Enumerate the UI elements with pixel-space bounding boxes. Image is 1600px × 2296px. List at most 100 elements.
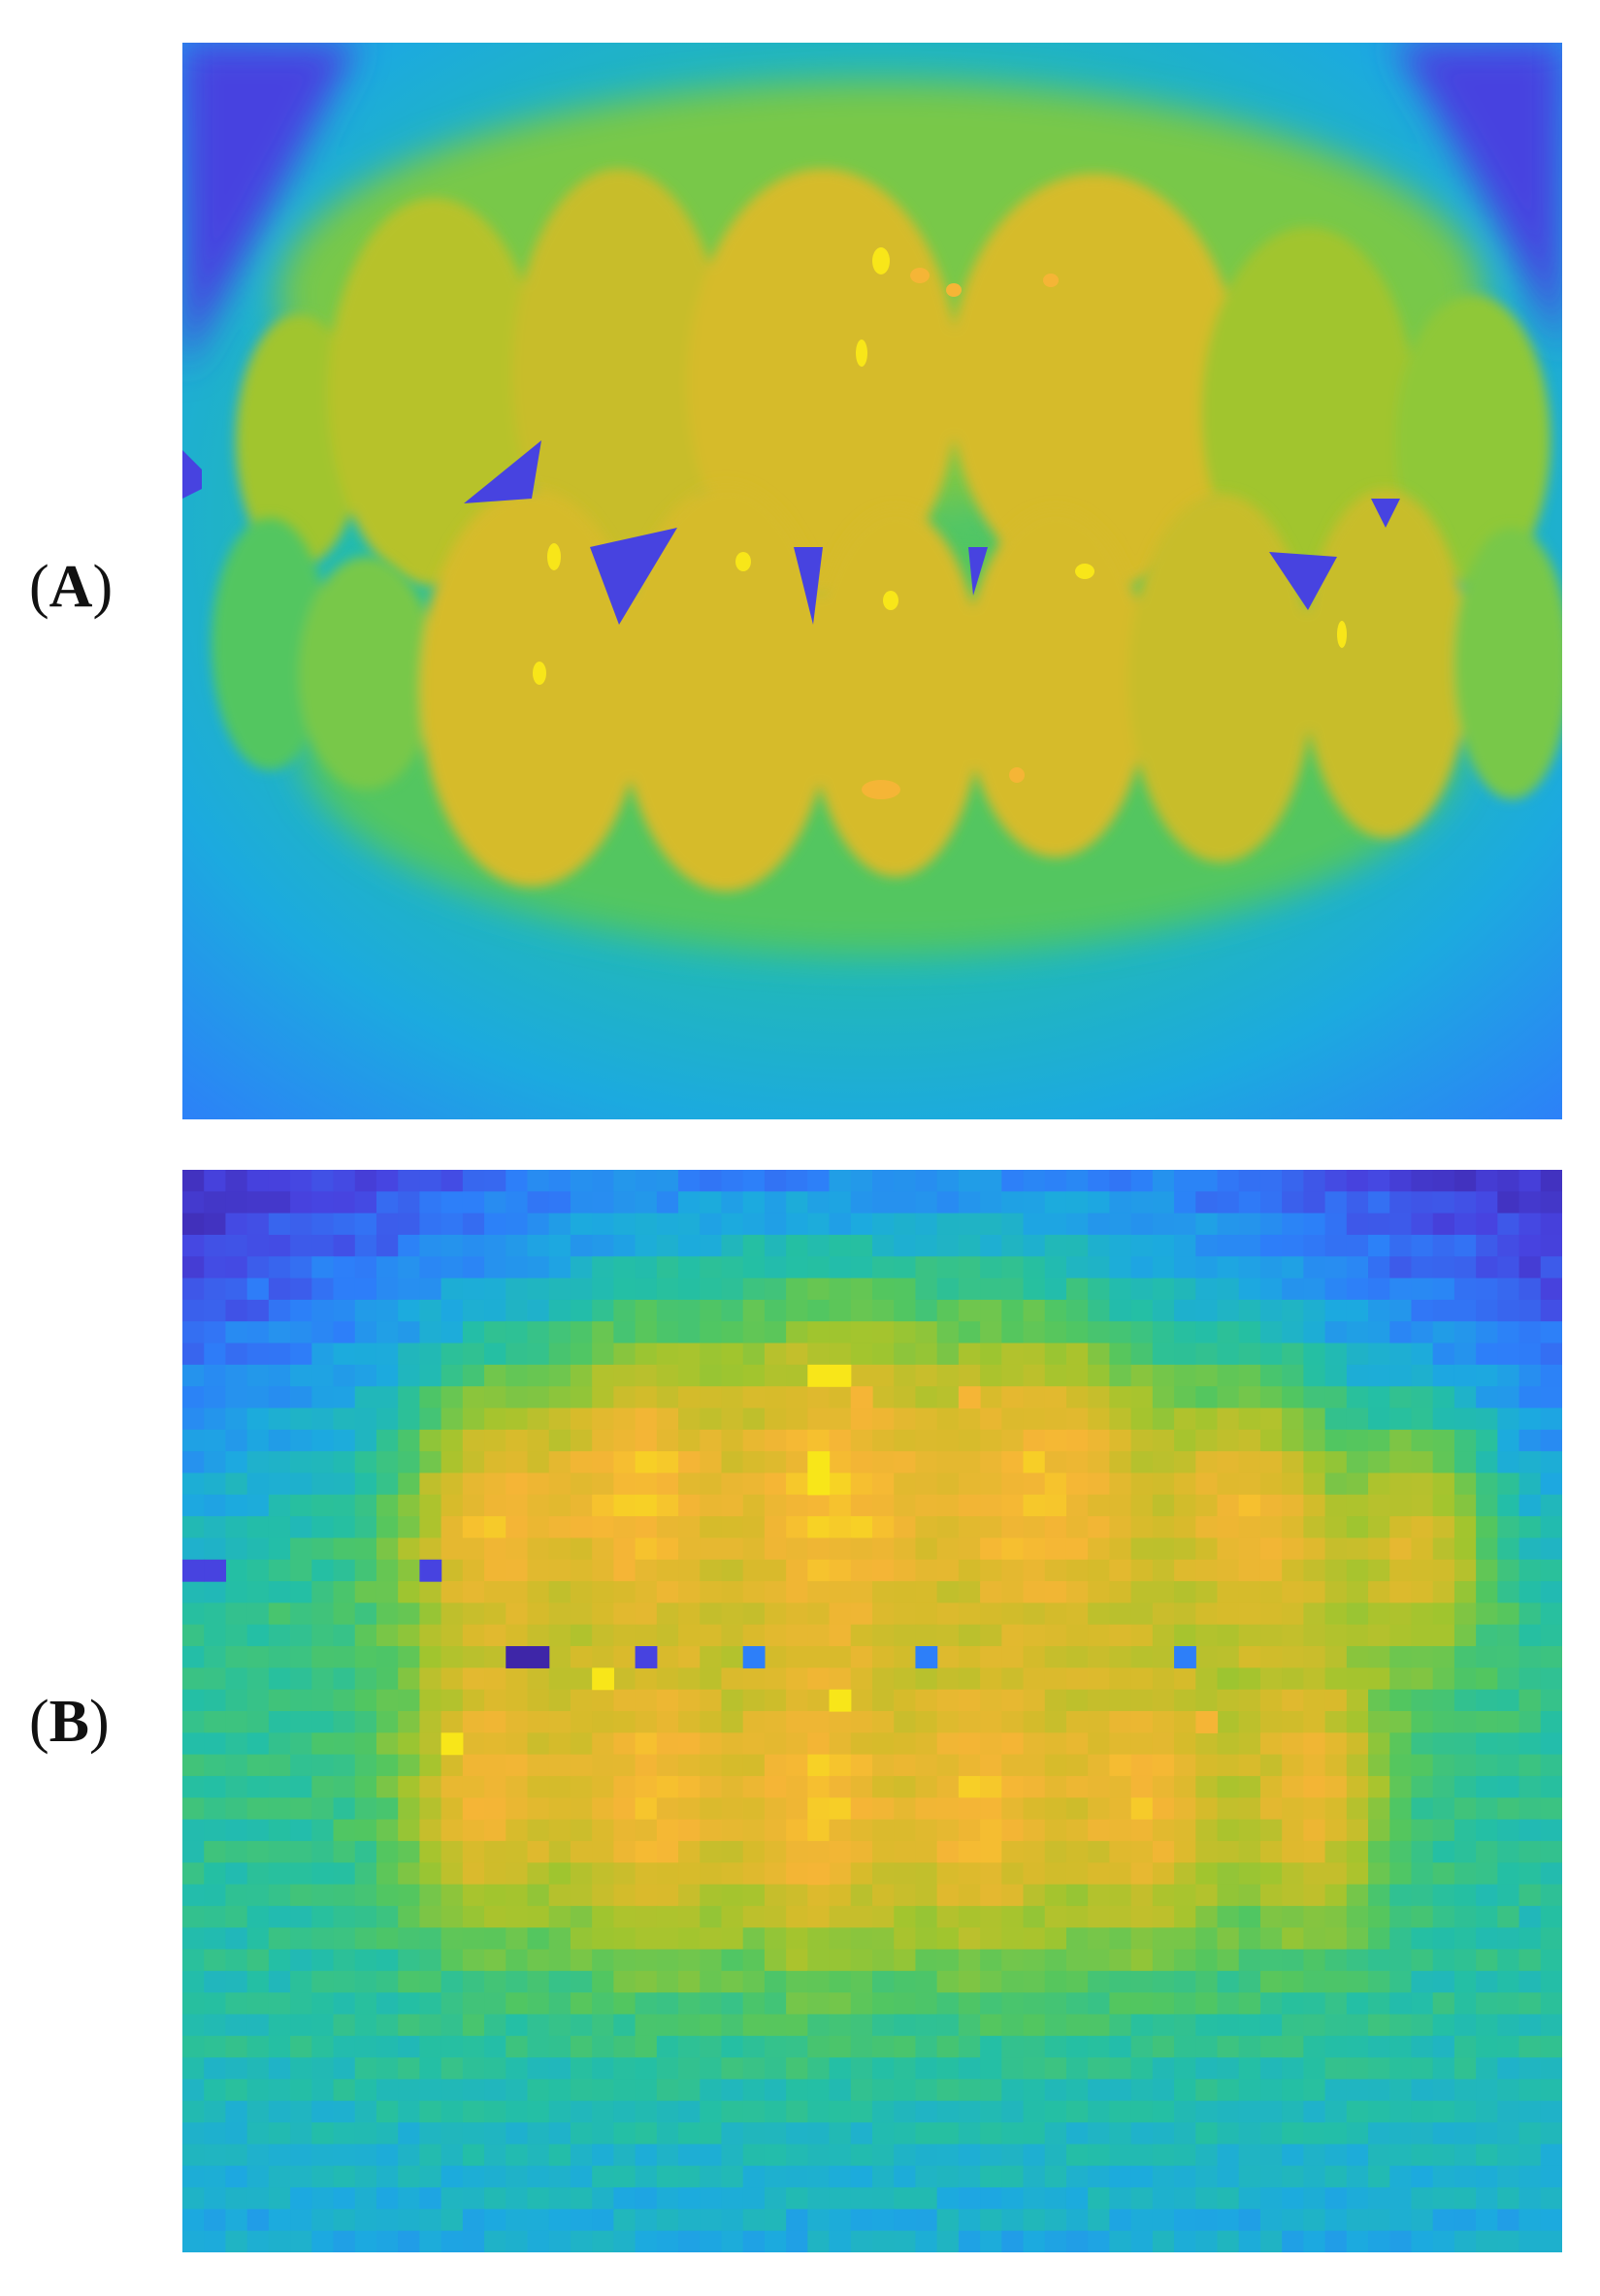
panel-b-pixel — [1303, 2057, 1326, 2081]
panel-b-pixel — [1389, 1342, 1413, 1366]
panel-b-pixel — [613, 1364, 637, 1387]
panel-b-pixel — [1540, 1494, 1562, 1517]
panel-b-pixel — [1023, 1905, 1046, 1928]
panel-b-pixel — [1303, 1970, 1326, 1993]
panel-b-pixel — [1217, 1170, 1240, 1192]
panel-b-pixel — [268, 1472, 291, 1496]
panel-b-pixel — [290, 1646, 312, 1668]
panel-b-pixel — [1476, 1667, 1498, 1691]
panel-b-pixel — [354, 1234, 377, 1257]
panel-b-pixel — [1152, 2100, 1175, 2123]
panel-b-pixel — [1174, 1970, 1196, 1993]
panel-b-pixel — [570, 2144, 593, 2167]
panel-b-pixel — [592, 1775, 614, 1798]
panel-b-pixel — [1432, 1559, 1455, 1582]
panel-b-pixel — [1540, 1819, 1562, 1842]
panel-b-pixel — [548, 1386, 571, 1409]
panel-b-pixel — [742, 1775, 766, 1798]
panel-b-pixel — [850, 1321, 873, 1344]
panel-b-pixel — [398, 2144, 421, 2167]
panel-b-pixel — [311, 1754, 335, 1777]
panel-b-pixel — [678, 1537, 701, 1561]
panel-b-pixel — [1453, 1364, 1477, 1387]
panel-b-pixel — [1476, 1581, 1498, 1603]
panel-b-pixel — [958, 2014, 981, 2037]
panel-b-pixel — [1540, 1537, 1562, 1561]
panel-b-pixel — [1282, 1862, 1304, 1886]
panel-b-pixel — [419, 2187, 442, 2210]
panel-b-pixel — [246, 1775, 270, 1798]
panel-b-pixel — [1518, 1840, 1542, 1863]
panel-b-pixel — [225, 1256, 248, 1279]
panel-b-pixel — [204, 1516, 227, 1539]
panel-b-pixel — [570, 1970, 593, 1993]
panel-b-pixel — [1324, 2209, 1348, 2232]
panel-b-pixel — [204, 2187, 227, 2210]
panel-b-pixel — [894, 2122, 917, 2145]
panel-b-pixel — [290, 1472, 312, 1496]
panel-b-pixel — [204, 1213, 227, 1236]
panel-b-pixel — [1217, 1494, 1240, 1517]
panel-b-pixel — [225, 1213, 248, 1236]
panel-b-pixel — [1518, 1667, 1542, 1691]
panel-b-pixel — [311, 1451, 335, 1474]
panel-b-pixel — [678, 1905, 701, 1928]
panel-b-pixel — [246, 2014, 270, 2037]
panel-b-pixel — [1389, 2144, 1413, 2167]
panel-b-pixel — [527, 1949, 550, 1972]
panel-b-pixel — [742, 2209, 766, 2232]
panel-b-pixel — [1497, 1689, 1520, 1712]
panel-b-pixel — [1368, 1840, 1390, 1863]
panel-b-pixel — [311, 1429, 335, 1452]
panel-b-pixel — [980, 1667, 1002, 1691]
panel-b-pixel — [1389, 1299, 1413, 1322]
panel-b-pixel — [462, 1342, 485, 1366]
panel-b-pixel — [980, 1624, 1002, 1647]
panel-b-pixel — [936, 1884, 960, 1907]
panel-b-pixel — [484, 1624, 506, 1647]
panel-b-pixel — [1453, 2209, 1477, 2232]
panel-b-pixel — [333, 1342, 356, 1366]
panel-b-pixel — [376, 2187, 399, 2210]
panel-b-pixel — [678, 2035, 701, 2058]
panel-b-pixel — [829, 1472, 852, 1496]
panel-b-pixel — [1238, 2165, 1261, 2188]
panel-b-pixel — [1130, 1321, 1154, 1344]
panel-b-pixel — [1497, 2035, 1520, 2058]
panel-b-pixel — [225, 1927, 248, 1951]
panel-b-pixel — [570, 1949, 593, 1972]
panel-b-pixel — [1324, 2165, 1348, 2188]
panel-b-pixel — [548, 2079, 571, 2102]
panel-b-pixel — [376, 1581, 399, 1603]
panel-b-pixel — [721, 1299, 744, 1322]
panel-b-pixel — [333, 1949, 356, 1972]
panel-b-pixel — [1324, 1602, 1348, 1626]
panel-b-pixel — [1476, 1970, 1498, 1993]
panel-b-pixel — [527, 2165, 550, 2188]
panel-b-pixel — [1001, 2165, 1025, 2188]
panel-b-pixel — [354, 1689, 377, 1712]
panel-b-pixel — [1130, 1516, 1154, 1539]
panel-b-pixel — [613, 1711, 637, 1733]
panel-b-pixel — [1259, 1689, 1283, 1712]
panel-b-pixel — [613, 1299, 637, 1322]
panel-b-pixel — [1368, 2122, 1390, 2145]
panel-b-pixel — [268, 2165, 291, 2188]
panel-b-pixel — [786, 1732, 808, 1756]
panel-b-pixel — [333, 1624, 356, 1647]
panel-b-pixel — [268, 1732, 291, 1756]
panel-b-pixel — [700, 1386, 723, 1409]
panel-b-pixel — [850, 1711, 873, 1733]
panel-b-pixel — [721, 1775, 744, 1798]
panel-b-pixel — [1259, 1797, 1283, 1821]
panel-b-pixel — [1476, 1386, 1498, 1409]
panel-b-pixel — [527, 1884, 550, 1907]
panel-b-pixel — [1389, 1256, 1413, 1279]
panel-b-pixel — [527, 1711, 550, 1733]
panel-b-pixel — [1518, 1754, 1542, 1777]
panel-b-pixel — [290, 2209, 312, 2232]
panel-b-pixel — [635, 1711, 658, 1733]
panel-b-pixel — [936, 1234, 960, 1257]
panel-b-pixel — [936, 1429, 960, 1452]
panel-b-pixel — [721, 1927, 744, 1951]
